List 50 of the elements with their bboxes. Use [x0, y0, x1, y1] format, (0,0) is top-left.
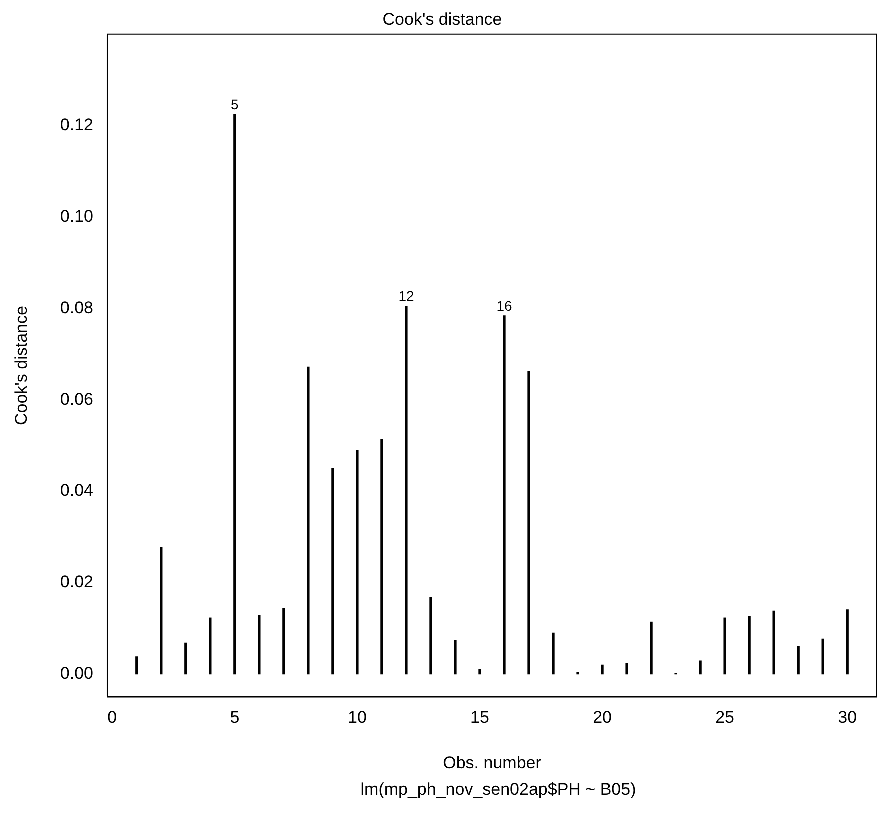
x-tick-label: 0 [108, 708, 118, 728]
bar [650, 622, 653, 675]
bar [772, 610, 776, 675]
x-tick-label: 30 [838, 708, 858, 728]
bar [748, 616, 751, 675]
bar [405, 306, 408, 675]
y-tick-label: 0.00 [60, 664, 94, 684]
bar [234, 114, 236, 675]
x-tick-label: 10 [348, 708, 367, 728]
x-tick-label: 5 [230, 708, 240, 728]
y-tick-label: 0.10 [60, 206, 94, 226]
bar [454, 640, 457, 675]
annotation: 12 [398, 288, 414, 304]
bar [430, 597, 432, 675]
chart-title: Cook's distance [382, 10, 502, 29]
bar [307, 366, 310, 675]
bar [356, 450, 359, 675]
bar [282, 608, 286, 675]
bar [209, 618, 212, 675]
x-tick-label: 15 [470, 708, 490, 728]
bar [258, 615, 261, 675]
annotation: 16 [496, 298, 512, 314]
bar [797, 646, 800, 675]
bar [626, 664, 628, 675]
bar [846, 610, 849, 675]
x-tick-label: 20 [593, 708, 612, 728]
y-tick-label: 0.04 [60, 481, 94, 500]
text: lm(mp_ph_nov_sen02ap$PH ~ B05) [360, 780, 638, 800]
y-tick-label: 0.06 [60, 390, 94, 409]
bar [160, 547, 163, 675]
bar [184, 642, 188, 675]
bar [576, 672, 580, 675]
bar [332, 468, 334, 675]
bar [822, 638, 824, 675]
bar [136, 656, 138, 675]
bar [528, 370, 530, 675]
x-axis-title: Obs. number [443, 753, 542, 772]
bar [724, 618, 726, 675]
bar [380, 440, 384, 675]
y-tick-label: 0.02 [60, 572, 94, 592]
y-tick-label: 0.12 [60, 116, 94, 135]
bar [478, 668, 482, 675]
x-tick-label: 25 [716, 708, 735, 728]
y-tick-label: 0.08 [60, 298, 94, 318]
y-axis-title: Cook's distance [12, 306, 31, 426]
bar [699, 660, 702, 675]
bar [503, 316, 506, 675]
bar [552, 632, 555, 675]
bar [601, 664, 604, 675]
annotation: 5 [231, 96, 240, 113]
